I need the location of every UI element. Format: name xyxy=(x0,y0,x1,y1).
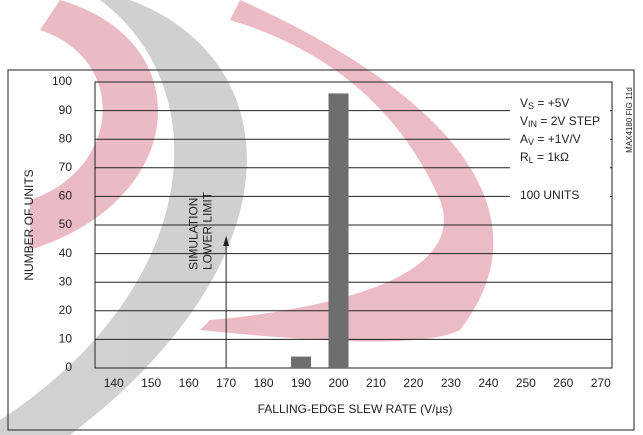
condition-subscript: S xyxy=(528,101,534,111)
x-tick-label: 230 xyxy=(441,376,461,390)
y-tick-label: 50 xyxy=(59,217,73,231)
y-axis-label: NUMBER OF UNITS xyxy=(22,169,36,280)
condition-symbol: A xyxy=(520,132,528,146)
conditions-background xyxy=(510,93,610,208)
condition-text: VS = +5V xyxy=(520,96,569,111)
x-tick-label: 150 xyxy=(141,376,161,390)
condition-text: VIN = 2V STEP xyxy=(520,114,600,129)
x-axis-label: FALLING-EDGE SLEW RATE (V/µs) xyxy=(258,402,453,416)
condition-subscript: L xyxy=(529,155,534,165)
x-tick-label: 140 xyxy=(104,376,124,390)
annotation-text: SIMULATION xyxy=(186,198,200,270)
y-tick-label: 90 xyxy=(59,103,73,117)
y-tick-label: 20 xyxy=(59,303,73,317)
y-tick-label: 40 xyxy=(59,246,73,260)
x-tick-label: 240 xyxy=(478,376,498,390)
condition-text: AV = +1V/V xyxy=(520,132,581,147)
watermark-shape xyxy=(200,0,494,342)
watermark-shape xyxy=(0,0,247,435)
y-tick-label: 70 xyxy=(59,160,73,174)
bar xyxy=(291,356,312,368)
x-tick-label: 210 xyxy=(366,376,386,390)
arrow-head xyxy=(223,236,230,246)
x-tick-label: 170 xyxy=(216,376,236,390)
condition-subscript: V xyxy=(528,137,534,147)
y-tick-label: 100 xyxy=(52,74,72,88)
x-tick-label: 250 xyxy=(516,376,536,390)
figure-id: MAX4180 FIG 11d xyxy=(625,87,634,153)
x-tick-label: 220 xyxy=(403,376,423,390)
units-note: 100 UNITS xyxy=(520,188,579,202)
y-tick-label: 30 xyxy=(59,274,73,288)
condition-value: = +1V/V xyxy=(534,132,581,146)
watermark xyxy=(0,0,494,435)
y-tick-label: 10 xyxy=(59,332,73,346)
x-tick-label: 200 xyxy=(328,376,348,390)
condition-symbol: V xyxy=(520,114,528,128)
y-tick-label: 60 xyxy=(59,189,73,203)
x-tick-label: 270 xyxy=(591,376,611,390)
condition-symbol: R xyxy=(520,150,529,164)
x-tick-label: 260 xyxy=(553,376,573,390)
condition-text: RL = 1kΩ xyxy=(520,150,569,165)
y-tick-label: 0 xyxy=(65,360,72,374)
watermark-shape xyxy=(30,0,158,250)
figure-frame xyxy=(7,69,635,431)
condition-value: = 2V STEP xyxy=(537,114,600,128)
y-tick-label: 80 xyxy=(59,131,73,145)
condition-value: = +5V xyxy=(534,96,569,110)
annotation-text: LOWER LIMIT xyxy=(200,191,214,270)
condition-symbol: V xyxy=(520,96,528,110)
x-tick-label: 180 xyxy=(254,376,274,390)
bar xyxy=(328,93,349,368)
condition-subscript: IN xyxy=(528,119,537,129)
condition-value: = 1kΩ xyxy=(534,150,569,164)
x-tick-label: 160 xyxy=(179,376,199,390)
x-tick-label: 190 xyxy=(291,376,311,390)
